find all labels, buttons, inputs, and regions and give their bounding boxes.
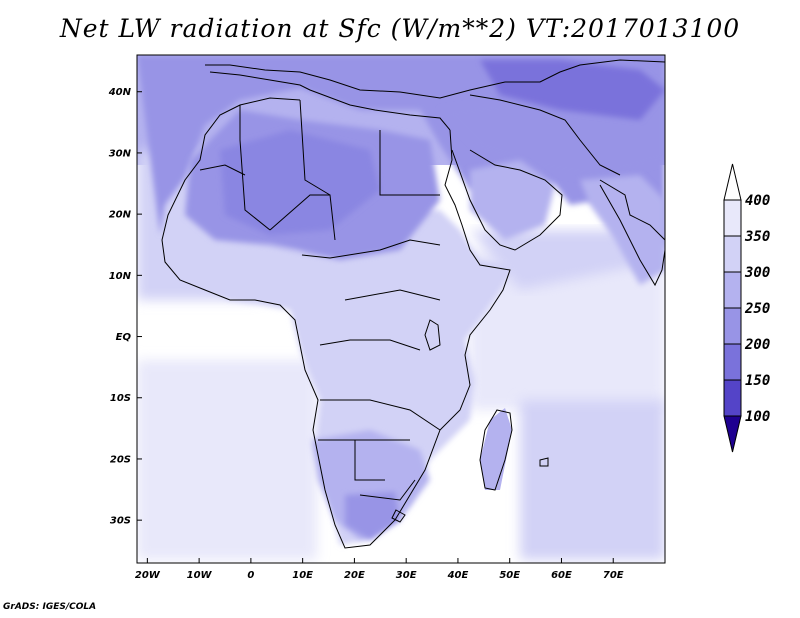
lat-tick-label: 20N [109, 210, 132, 221]
colorbar-label: 350 [744, 229, 770, 245]
lon-tick-label: 10W [187, 570, 213, 581]
colorbar-label: 250 [744, 301, 770, 317]
lon-tick-label: 20E [344, 570, 365, 581]
map-title: Net LW radiation at Sfc (W/m**2) VT:2017… [59, 14, 741, 43]
lon-tick-label: 60E [551, 570, 572, 581]
lat-tick-label: 10N [109, 271, 132, 282]
colorbar-label: 300 [744, 265, 770, 281]
latitude-axis: 40N 30N 20N 10N EQ 10S 20S 30S [108, 87, 142, 527]
lat-tick-label: 20S [110, 454, 131, 465]
lon-tick-label: 10E [292, 570, 313, 581]
lon-tick-label: 50E [499, 570, 520, 581]
colorbar-bottom-arrow [723, 415, 742, 453]
grads-credit: GrADS: IGES/COLA [3, 602, 97, 612]
colorbar-swatch [723, 271, 742, 309]
lon-tick-label: 40E [447, 570, 469, 581]
colorbar-label: 100 [745, 409, 770, 425]
lon-tick-label: 0 [247, 570, 254, 581]
lon-tick-label: 70E [603, 570, 624, 581]
colorbar-swatch [723, 307, 742, 345]
lat-tick-label: 40N [108, 87, 132, 98]
colorbar-swatch [723, 235, 742, 273]
colorbar-top-arrow [723, 163, 742, 201]
coastlines-and-borders [161, 59, 665, 549]
colorbar-label: 150 [745, 373, 770, 389]
plot-frame [136, 54, 666, 564]
color-legend: 400 350 300 250 200 150 100 [723, 163, 770, 453]
colorbar-swatch [723, 379, 742, 417]
colorbar-swatch [723, 199, 742, 237]
lat-tick-label: 30N [109, 148, 132, 159]
lat-tick-label: 30S [110, 516, 131, 527]
lat-tick-label: 10S [110, 393, 131, 404]
lat-tick-label: EQ [116, 332, 132, 343]
colorbar-swatch [723, 343, 742, 381]
lon-tick-label: 30E [396, 570, 417, 581]
colorbar-label: 400 [745, 193, 770, 209]
longitude-axis: 20W 10W 0 10E 20E 30E 40E 50E 60E 70E [135, 558, 624, 581]
lon-tick-label: 20W [135, 570, 161, 581]
field-shading [137, 55, 665, 563]
colorbar-label: 200 [744, 337, 770, 353]
